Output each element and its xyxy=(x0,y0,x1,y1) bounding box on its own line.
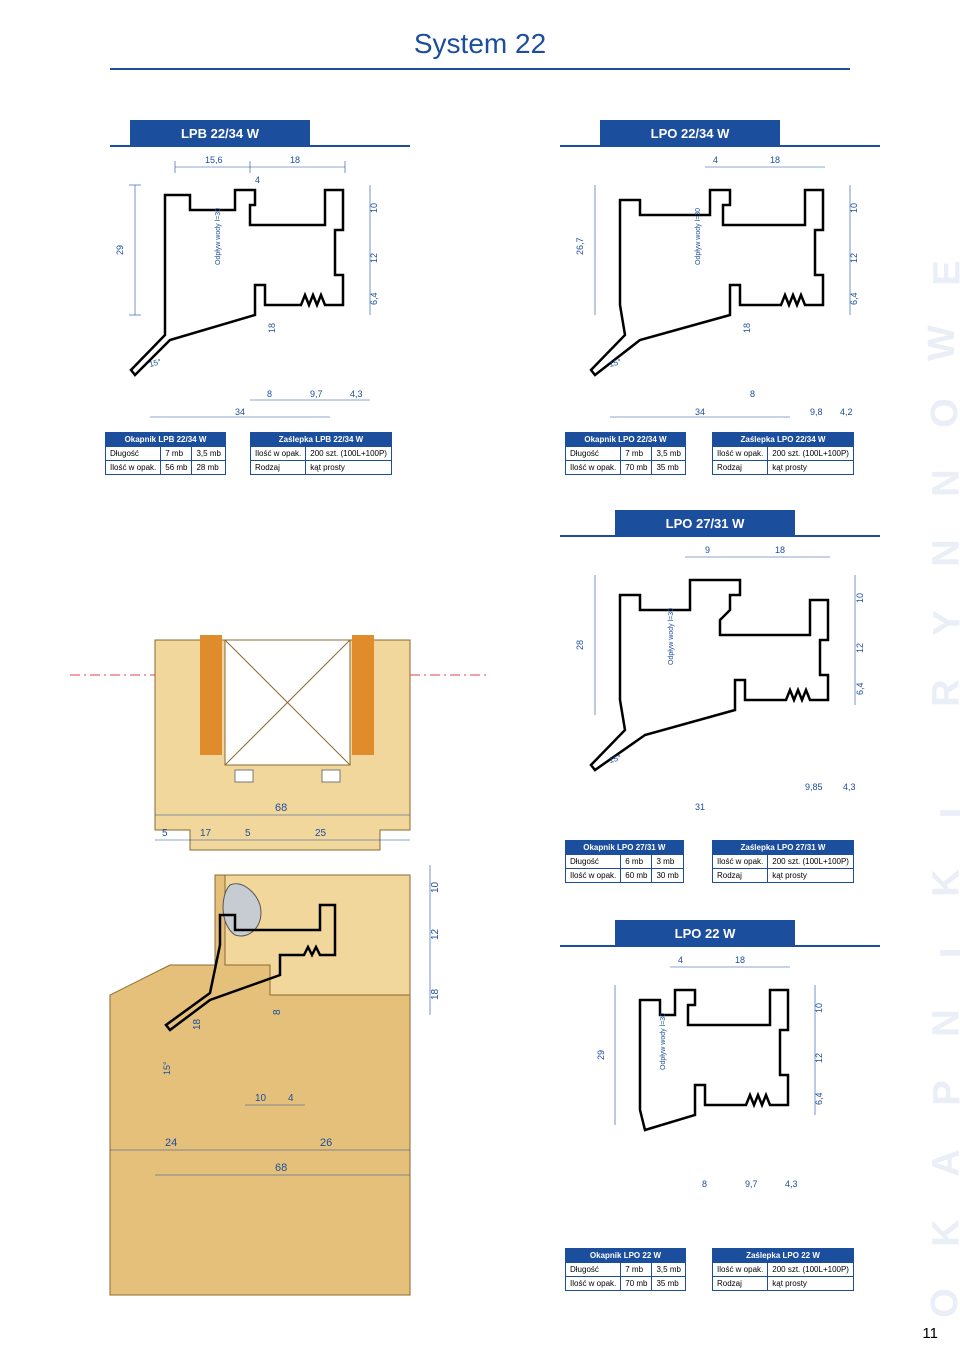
svg-text:28: 28 xyxy=(575,640,585,650)
table-zaslepka-lpb2234: Zaślepka LPB 22/34 W Ilość w opak.200 sz… xyxy=(250,432,392,475)
svg-text:29: 29 xyxy=(115,245,125,255)
cross-section-diagram: 68 5 17 5 25 10 12 18 18 8 15° 10 4 24 2… xyxy=(70,615,490,1315)
rule-lpo2731 xyxy=(560,535,880,537)
svg-text:Odpływ wody l=30: Odpływ wody l=30 xyxy=(660,1013,667,1070)
label-lpb2234: LPB 22/34 W xyxy=(130,120,310,147)
svg-text:9,7: 9,7 xyxy=(310,389,323,399)
svg-text:18: 18 xyxy=(430,988,441,1000)
diagram-lpo2234: 4 18 26,7 Odpływ wody l=30 10 12 6,4 18 … xyxy=(555,155,895,425)
svg-text:68: 68 xyxy=(275,802,287,814)
svg-text:18: 18 xyxy=(770,155,780,165)
svg-text:18: 18 xyxy=(290,155,300,165)
svg-text:Odpływ wody l=30: Odpływ wody l=30 xyxy=(215,208,222,265)
svg-text:6,4: 6,4 xyxy=(814,1092,824,1105)
svg-text:4,3: 4,3 xyxy=(785,1179,798,1189)
svg-text:9: 9 xyxy=(705,545,710,555)
svg-text:15°: 15° xyxy=(608,357,622,369)
svg-text:15°: 15° xyxy=(148,357,162,369)
svg-text:12: 12 xyxy=(855,643,865,653)
svg-text:9,8: 9,8 xyxy=(810,407,823,417)
table-okapnik-lpo22: Okapnik LPO 22 W Długość7 mb3,5 mb Ilość… xyxy=(565,1248,686,1291)
svg-text:4: 4 xyxy=(288,1093,294,1104)
svg-text:4,3: 4,3 xyxy=(843,782,856,792)
table-okapnik-lpo2234: Okapnik LPO 22/34 W Długość7 mb3,5 mb Il… xyxy=(565,432,686,475)
diagram-lpo2731: 9 18 28 Odpływ wody l=30 10 12 6,4 15° 3… xyxy=(555,545,895,825)
table-zaslepka-lpo2731: Zaślepka LPO 27/31 W Ilość w opak.200 sz… xyxy=(712,840,854,883)
svg-text:18: 18 xyxy=(742,323,752,333)
svg-text:12: 12 xyxy=(430,928,441,940)
svg-text:68: 68 xyxy=(275,1162,287,1174)
svg-text:4,2: 4,2 xyxy=(840,407,853,417)
svg-text:8: 8 xyxy=(267,389,272,399)
svg-text:17: 17 xyxy=(200,828,212,839)
svg-text:26: 26 xyxy=(320,1137,332,1149)
svg-text:4: 4 xyxy=(255,175,260,185)
svg-text:25: 25 xyxy=(315,828,327,839)
diagram-lpb2234: 15,6 18 4 29 Odpływ wody l=30 10 12 6,4 … xyxy=(95,155,415,425)
diagram-lpo22: 4 18 29 Odpływ wody l=30 10 12 6,4 8 9,7… xyxy=(590,955,890,1205)
side-category: O K A P N I K I R Y N N O W E xyxy=(918,110,960,1320)
label-lpo2234: LPO 22/34 W xyxy=(600,120,780,147)
svg-text:9,7: 9,7 xyxy=(745,1179,758,1189)
svg-text:8: 8 xyxy=(272,1009,283,1015)
svg-text:18: 18 xyxy=(735,955,745,965)
rule-lpo22 xyxy=(560,945,880,947)
svg-text:29: 29 xyxy=(596,1050,606,1060)
svg-text:10: 10 xyxy=(814,1003,824,1013)
svg-text:6,4: 6,4 xyxy=(849,292,859,305)
svg-text:4: 4 xyxy=(678,955,683,965)
svg-text:10: 10 xyxy=(369,203,379,213)
svg-text:26,7: 26,7 xyxy=(575,237,585,255)
rule-lpo2234 xyxy=(560,145,880,147)
page-title: System 22 xyxy=(0,28,960,60)
svg-text:10: 10 xyxy=(849,203,859,213)
svg-text:5: 5 xyxy=(245,828,251,839)
svg-text:4,3: 4,3 xyxy=(350,389,363,399)
svg-text:15,6: 15,6 xyxy=(205,155,223,165)
svg-text:12: 12 xyxy=(814,1053,824,1063)
rule-lpb2234 xyxy=(110,145,410,147)
svg-text:Odpływ wody l=30: Odpływ wody l=30 xyxy=(695,208,702,265)
svg-text:12: 12 xyxy=(849,253,859,263)
table-zaslepka-lpo22: Zaślepka LPO 22 W Ilość w opak.200 szt. … xyxy=(712,1248,854,1291)
svg-text:6,4: 6,4 xyxy=(369,292,379,305)
svg-text:10: 10 xyxy=(255,1093,267,1104)
title-rule xyxy=(110,68,850,70)
svg-text:34: 34 xyxy=(695,407,705,417)
svg-text:34: 34 xyxy=(235,407,245,417)
svg-text:4: 4 xyxy=(713,155,718,165)
svg-text:6,4: 6,4 xyxy=(855,682,865,695)
svg-text:18: 18 xyxy=(267,323,277,333)
svg-text:9,85: 9,85 xyxy=(805,782,823,792)
table-okapnik-lpo2731: Okapnik LPO 27/31 W Długość6 mb3 mb Iloś… xyxy=(565,840,684,883)
svg-text:31: 31 xyxy=(695,802,705,812)
svg-text:18: 18 xyxy=(192,1018,203,1030)
page-number: 11 xyxy=(922,1325,938,1342)
svg-text:8: 8 xyxy=(750,389,755,399)
label-lpo22: LPO 22 W xyxy=(615,920,795,947)
svg-text:12: 12 xyxy=(369,253,379,263)
svg-text:10: 10 xyxy=(430,881,441,893)
svg-text:5: 5 xyxy=(162,828,168,839)
table-okapnik-lpb2234: Okapnik LPB 22/34 W Długość7 mb3,5 mb Il… xyxy=(105,432,226,475)
table-zaslepka-lpo2234: Zaślepka LPO 22/34 W Ilość w opak.200 sz… xyxy=(712,432,854,475)
svg-text:24: 24 xyxy=(165,1137,177,1149)
svg-text:15°: 15° xyxy=(162,1061,172,1075)
svg-text:8: 8 xyxy=(702,1179,707,1189)
svg-text:10: 10 xyxy=(855,593,865,603)
svg-text:Odpływ wody l=30: Odpływ wody l=30 xyxy=(668,608,675,665)
label-lpo2731: LPO 27/31 W xyxy=(615,510,795,537)
svg-text:18: 18 xyxy=(775,545,785,555)
svg-text:15°: 15° xyxy=(608,753,622,765)
